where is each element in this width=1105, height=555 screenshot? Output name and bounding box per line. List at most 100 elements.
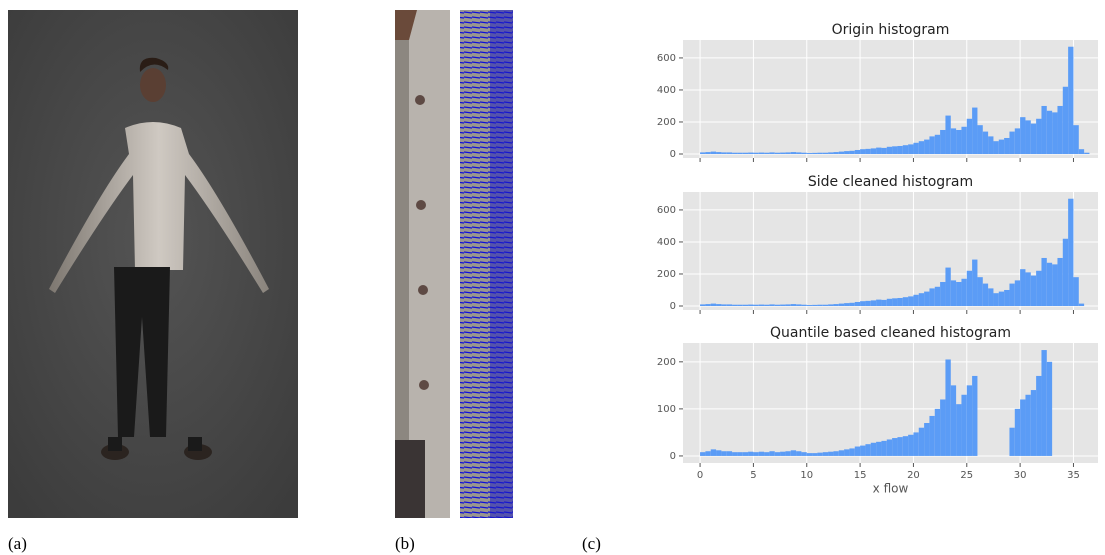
bar [876, 441, 882, 456]
bar [849, 150, 855, 154]
bar [1004, 137, 1010, 154]
bar [1062, 238, 1069, 306]
bar [838, 303, 845, 306]
bar [732, 152, 738, 154]
bar [902, 145, 909, 154]
bar [865, 444, 871, 456]
y-tick-label: 100 [657, 404, 676, 415]
bar [806, 153, 813, 154]
caption: (b) [395, 534, 415, 553]
y-tick-label: 200 [657, 117, 676, 128]
bar [1014, 128, 1021, 154]
bar [1030, 123, 1037, 154]
bar [892, 146, 898, 154]
bar [1052, 264, 1058, 306]
bar [710, 449, 717, 456]
bar [929, 415, 935, 456]
chart-title: Quantile based cleaned histogram [770, 325, 1011, 341]
bar [1057, 257, 1063, 306]
bar [700, 152, 706, 154]
bar [849, 448, 855, 456]
bar [780, 304, 786, 306]
bar [940, 399, 946, 456]
bar [774, 452, 781, 456]
bar [924, 139, 930, 154]
bar [977, 125, 983, 154]
bar [956, 404, 962, 456]
bar [758, 152, 765, 154]
bar [854, 301, 861, 306]
bar [716, 152, 722, 154]
bar [1004, 289, 1010, 306]
bar [902, 297, 909, 306]
bar [1068, 198, 1074, 306]
bar [881, 440, 887, 456]
bar [966, 118, 973, 154]
x-tick-label: 25 [960, 470, 973, 481]
bar [748, 451, 754, 456]
bar [1020, 117, 1026, 154]
bar [924, 291, 930, 306]
bar [1052, 112, 1058, 154]
bar [780, 152, 786, 154]
bar [769, 451, 775, 456]
render-image [8, 10, 298, 518]
bar [833, 451, 839, 456]
bar [961, 126, 967, 154]
bar [908, 296, 914, 306]
bar [956, 281, 962, 306]
bar [993, 293, 999, 306]
bar [732, 304, 738, 306]
y-tick-label: 200 [657, 269, 676, 280]
bar [732, 452, 738, 456]
bar [780, 451, 786, 456]
bar [1014, 280, 1021, 306]
bar [966, 270, 973, 306]
bar [790, 152, 797, 154]
bar [817, 152, 823, 154]
bar [972, 259, 978, 306]
bar [865, 148, 871, 154]
bar [929, 288, 935, 306]
chart-title: Side cleaned histogram [808, 174, 973, 190]
bar [988, 288, 994, 306]
bar [726, 152, 733, 154]
bar [1036, 118, 1042, 154]
bar [886, 298, 893, 306]
bar [721, 304, 727, 306]
bar [737, 152, 743, 154]
bar [806, 453, 813, 456]
bar [913, 432, 919, 456]
bar [1025, 394, 1031, 456]
bar [753, 304, 759, 306]
bar [748, 304, 754, 306]
y-tick-label: 0 [670, 149, 676, 160]
bar [1046, 110, 1053, 154]
bar [705, 152, 711, 154]
bar [1030, 390, 1037, 456]
bar [892, 438, 898, 456]
bar [1009, 427, 1015, 456]
bar [726, 304, 733, 306]
bar [796, 304, 802, 306]
bar [934, 134, 941, 154]
x-axis-label: x flow [873, 482, 909, 496]
bar [972, 107, 978, 154]
x-tick-label: 15 [854, 470, 867, 481]
bar [966, 385, 973, 456]
bar [742, 304, 749, 306]
x-tick-label: 30 [1014, 470, 1027, 481]
bar [737, 452, 743, 456]
bar [1041, 105, 1047, 154]
x-tick-label: 0 [697, 470, 703, 481]
bar [828, 451, 834, 456]
bar [865, 300, 871, 306]
bar [860, 149, 866, 154]
y-tick-label: 0 [670, 301, 676, 312]
bar [982, 283, 989, 306]
bar [897, 297, 903, 306]
bar [758, 304, 765, 306]
bar [721, 451, 727, 456]
bar [753, 452, 759, 456]
